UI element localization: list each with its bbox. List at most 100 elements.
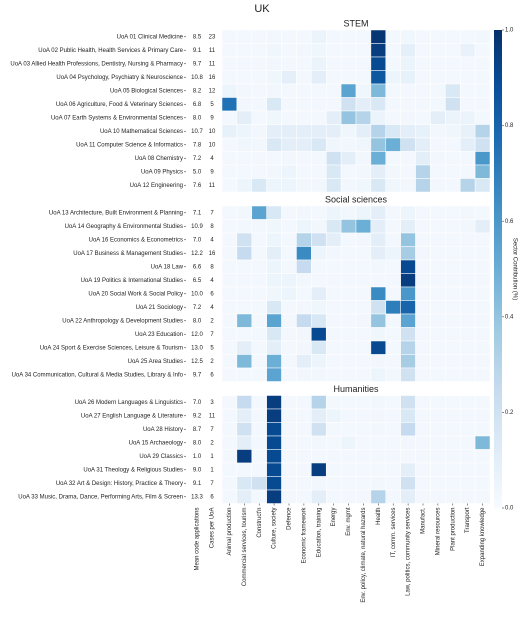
heatmap-cell xyxy=(281,97,297,112)
column-label: Env. policy, climate, natural hazards xyxy=(361,508,367,603)
heatmap-cell xyxy=(281,43,297,58)
cases-per-uoa: 4 xyxy=(210,156,214,162)
heatmap-cell xyxy=(236,56,253,71)
heatmap-cell xyxy=(385,124,401,139)
row-label: UoA 11 Computer Science & Informatics xyxy=(76,142,183,148)
heatmap-cell xyxy=(355,232,372,247)
heatmap-cell xyxy=(459,29,476,44)
heatmap-cell xyxy=(266,327,282,342)
heatmap-cell xyxy=(281,340,297,355)
heatmap-cell xyxy=(474,422,491,437)
heatmap-cell xyxy=(370,286,387,301)
heatmap-cell xyxy=(340,259,357,274)
heatmap-cell xyxy=(415,178,431,193)
heatmap-cell xyxy=(400,273,416,288)
heatmap-cell xyxy=(296,205,312,220)
heatmap-cell xyxy=(430,97,446,112)
heatmap-cell xyxy=(370,422,387,437)
heatmap-cell xyxy=(266,43,282,58)
colorbar-label: Sector Contribution (%) xyxy=(511,238,517,300)
heatmap-cell xyxy=(266,219,282,234)
heatmap-cell xyxy=(281,476,297,491)
mean-applications: 10.8 xyxy=(191,75,203,81)
cases-per-uoa: 11 xyxy=(209,183,216,189)
heatmap-cell xyxy=(296,178,312,193)
heatmap-cell xyxy=(325,286,342,301)
heatmap-cell xyxy=(221,164,238,179)
heatmap-cell xyxy=(311,178,327,193)
heatmap-cell xyxy=(251,110,267,125)
heatmap-cell xyxy=(445,110,461,125)
numeric-column-label: Mean code applications xyxy=(195,508,201,571)
heatmap-cell xyxy=(385,205,401,220)
heatmap-cell xyxy=(445,232,461,247)
row-label: UoA 18 Law xyxy=(151,264,184,270)
heatmap-cell xyxy=(474,29,491,44)
row-label: UoA 04 Psychology, Psychiatry & Neurosci… xyxy=(56,75,183,81)
heatmap-cell xyxy=(251,151,267,166)
heatmap-cell xyxy=(370,367,387,382)
heatmap-cell xyxy=(221,232,238,247)
heatmap-cell xyxy=(236,43,253,58)
heatmap-cell xyxy=(325,476,342,491)
heatmap-cell xyxy=(236,29,253,44)
heatmap-cell xyxy=(296,97,312,112)
heatmap-cell xyxy=(296,151,312,166)
heatmap-cell xyxy=(445,313,461,328)
heatmap-cell xyxy=(415,367,431,382)
heatmap-cell xyxy=(400,232,416,247)
heatmap-cell xyxy=(311,422,327,437)
heatmap-cell xyxy=(311,354,327,369)
heatmap-cell xyxy=(385,29,401,44)
heatmap-cell xyxy=(236,489,253,504)
heatmap-cell xyxy=(415,449,431,464)
heatmap-cell xyxy=(251,164,267,179)
heatmap-cell xyxy=(445,70,461,85)
heatmap-cell xyxy=(296,462,312,477)
heatmap-cell xyxy=(400,83,416,98)
heatmap-cell xyxy=(415,313,431,328)
heatmap-cell xyxy=(340,273,357,288)
heatmap-cell xyxy=(474,164,491,179)
heatmap-cell xyxy=(370,462,387,477)
heatmap-cell xyxy=(221,273,238,288)
heatmap-cell xyxy=(221,489,238,504)
heatmap-cell xyxy=(325,151,342,166)
row-label: UoA 23 Education xyxy=(135,332,183,338)
heatmap-cell xyxy=(296,70,312,85)
heatmap-cell xyxy=(474,56,491,71)
heatmap-cell xyxy=(221,56,238,71)
heatmap-cell xyxy=(355,259,372,274)
heatmap-cell xyxy=(385,476,401,491)
heatmap-cell xyxy=(459,219,476,234)
heatmap-cell xyxy=(266,300,282,315)
heatmap-cell xyxy=(251,205,267,220)
heatmap-cell xyxy=(251,354,267,369)
heatmap-cell xyxy=(415,476,431,491)
column-label: Transport xyxy=(465,507,471,533)
heatmap-cell xyxy=(266,83,282,98)
heatmap-cell xyxy=(355,300,372,315)
heatmap-cell xyxy=(459,205,476,220)
heatmap-cell xyxy=(281,124,297,139)
heatmap-cell xyxy=(430,462,446,477)
column-label: Mineral resources xyxy=(435,508,441,556)
mean-applications: 7.6 xyxy=(193,183,202,189)
heatmap-cell xyxy=(459,151,476,166)
heatmap-cell xyxy=(325,56,342,71)
colorbar-tick-label: 0.8 xyxy=(505,123,514,129)
heatmap-cell xyxy=(400,435,416,450)
heatmap-cell xyxy=(445,83,461,98)
heatmap-cell xyxy=(400,395,416,410)
heatmap-cell xyxy=(445,205,461,220)
heatmap-cell xyxy=(236,205,253,220)
cases-per-uoa: 2 xyxy=(210,440,214,446)
column-label: Culture, society xyxy=(272,508,278,549)
heatmap-cell xyxy=(355,354,372,369)
cases-per-uoa: 5 xyxy=(210,345,214,351)
cases-per-uoa: 11 xyxy=(209,413,216,419)
heatmap-cell xyxy=(370,354,387,369)
heatmap-cell xyxy=(445,219,461,234)
heatmap-cell xyxy=(281,422,297,437)
heatmap-cell xyxy=(370,300,387,315)
